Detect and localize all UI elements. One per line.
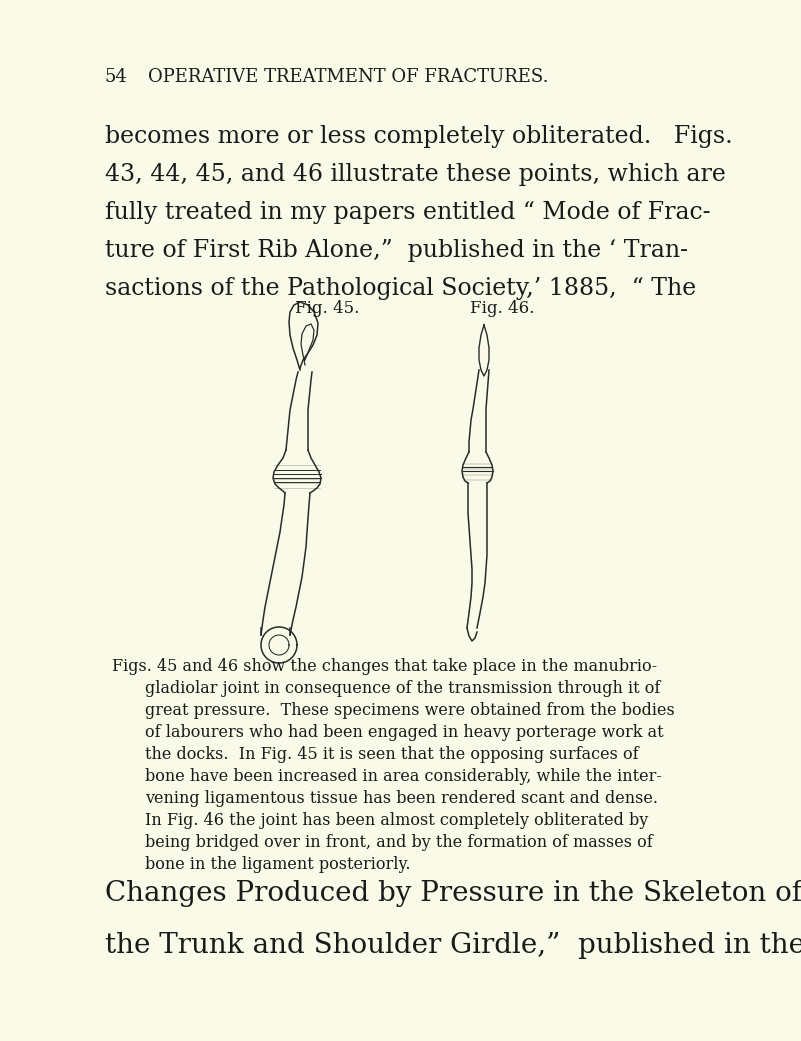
Text: Figs. 45 and 46 show the changes that take place in the manubrio-: Figs. 45 and 46 show the changes that ta… [112, 658, 657, 675]
Text: In Fig. 46 the joint has been almost completely obliterated by: In Fig. 46 the joint has been almost com… [145, 812, 648, 829]
Text: 43, 44, 45, and 46 illustrate these points, which are: 43, 44, 45, and 46 illustrate these poin… [105, 163, 726, 186]
Text: vening ligamentous tissue has been rendered scant and dense.: vening ligamentous tissue has been rende… [145, 790, 658, 807]
Text: bone in the ligament posteriorly.: bone in the ligament posteriorly. [145, 856, 410, 873]
Text: ture of First Rib Alone,”  published in the ‘ Tran-: ture of First Rib Alone,” published in t… [105, 239, 688, 262]
Text: Fig. 45.: Fig. 45. [295, 300, 360, 318]
Text: becomes more or less completely obliterated.   Figs.: becomes more or less completely oblitera… [105, 125, 733, 148]
Text: gladiolar joint in consequence of the transmission through it of: gladiolar joint in consequence of the tr… [145, 680, 660, 697]
Text: OPERATIVE TREATMENT OF FRACTURES.: OPERATIVE TREATMENT OF FRACTURES. [148, 68, 549, 86]
Text: fully treated in my papers entitled “ Mode of Frac-: fully treated in my papers entitled “ Mo… [105, 201, 710, 224]
Text: Changes Produced by Pressure in the Skeleton of: Changes Produced by Pressure in the Skel… [105, 880, 801, 907]
Text: the docks.  In Fig. 45 it is seen that the opposing surfaces of: the docks. In Fig. 45 it is seen that th… [145, 746, 638, 763]
Text: sactions of the Pathological Society,’ 1885,  “ The: sactions of the Pathological Society,’ 1… [105, 277, 696, 300]
Text: of labourers who had been engaged in heavy porterage work at: of labourers who had been engaged in hea… [145, 723, 663, 741]
Text: great pressure.  These specimens were obtained from the bodies: great pressure. These specimens were obt… [145, 702, 674, 719]
Text: being bridged over in front, and by the formation of masses of: being bridged over in front, and by the … [145, 834, 653, 850]
Text: bone have been increased in area considerably, while the inter-: bone have been increased in area conside… [145, 768, 662, 785]
Text: Fig. 46.: Fig. 46. [470, 300, 534, 318]
Text: the Trunk and Shoulder Girdle,”  published in the: the Trunk and Shoulder Girdle,” publishe… [105, 932, 801, 959]
Text: 54: 54 [105, 68, 127, 86]
